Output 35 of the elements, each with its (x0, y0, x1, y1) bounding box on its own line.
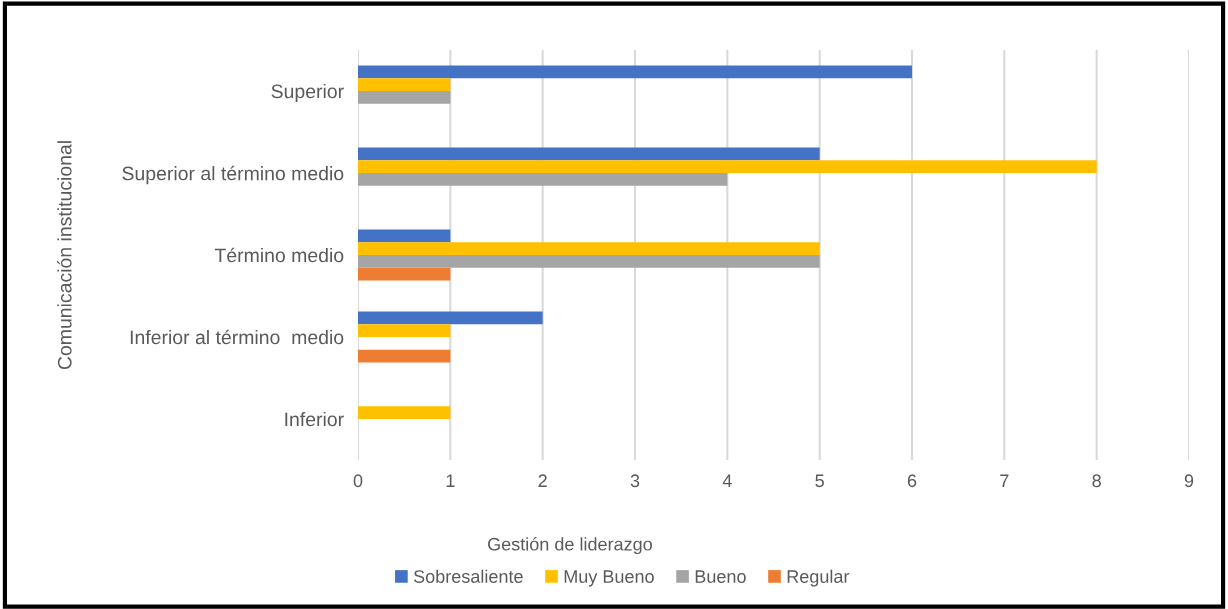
bar (358, 267, 451, 281)
legend-label: Sobresaliente (413, 569, 523, 583)
y-tick-label: Inferior al término medio (130, 329, 344, 345)
bar (358, 255, 820, 268)
x-tick-label: 8 (1092, 474, 1101, 488)
x-tick-label: 2 (538, 474, 547, 487)
legend-label: Muy Bueno (564, 570, 654, 587)
bar (358, 324, 451, 337)
y-tick-label: Término medio (214, 247, 344, 263)
y-tick-label: Inferior (285, 411, 344, 427)
y-tick-label: Superior al término medio (122, 165, 344, 185)
bar (358, 406, 451, 419)
x-tick-label: 1 (446, 474, 455, 487)
x-tick-label: 5 (815, 474, 824, 488)
x-axis-title: Gestión de liderazgo (488, 537, 652, 555)
bar (358, 78, 451, 91)
legend-label: Regular (787, 569, 850, 587)
bar (358, 160, 1097, 173)
bar (358, 173, 728, 186)
bar (358, 311, 543, 325)
x-tick-label: 7 (1000, 474, 1009, 487)
y-axis-title: Comunicación institucional (57, 141, 72, 370)
x-tick-label: 3 (630, 474, 640, 488)
bar (358, 65, 912, 79)
bar (358, 91, 451, 104)
x-tick-label: 0 (353, 474, 363, 488)
x-tick-label: 9 (1184, 474, 1194, 488)
x-tick-label: 4 (722, 474, 732, 487)
y-tick-label: Superior (271, 83, 344, 103)
bar (358, 229, 451, 243)
bar (358, 349, 451, 363)
legend-label: Bueno (695, 570, 746, 583)
bar (358, 242, 820, 255)
bar (358, 147, 820, 161)
x-tick-label: 6 (907, 474, 917, 488)
